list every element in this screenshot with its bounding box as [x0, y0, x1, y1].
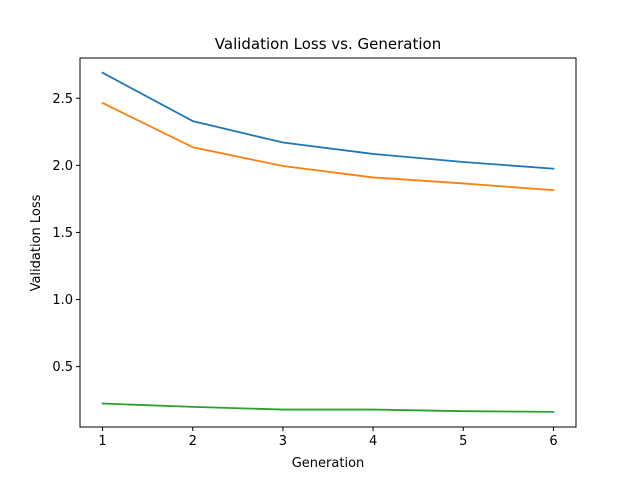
series-line-2	[101, 101, 555, 192]
y-axis-title: Validation Loss	[29, 194, 44, 291]
x-axis-title: Generation	[292, 456, 365, 471]
chart-title: Validation Loss vs. Generation	[215, 35, 441, 53]
y-tick-label: 1.0	[52, 293, 73, 308]
x-tick-label: 6	[549, 434, 557, 449]
x-tick-label: 2	[189, 434, 197, 449]
x-tick-label: 1	[98, 434, 106, 449]
y-tick-label: 1.5	[52, 226, 73, 241]
x-tick-label: 4	[369, 434, 377, 449]
y-tick-label: 2.5	[52, 92, 73, 107]
plot-frame	[79, 57, 577, 428]
y-tick-label: 2.0	[52, 159, 73, 174]
series-line-1	[101, 71, 555, 170]
x-axis-ticks: 1 2 3 4 5 6	[98, 427, 558, 449]
y-tick-label: 0.5	[52, 360, 73, 375]
x-tick-label: 3	[279, 434, 287, 449]
series-layer	[101, 71, 555, 413]
x-tick-label: 5	[459, 434, 467, 449]
y-axis-ticks: 0.5 1.0 1.5 2.0 2.5	[52, 92, 80, 375]
plot-area-background	[80, 58, 576, 427]
series-line-3	[101, 402, 555, 413]
